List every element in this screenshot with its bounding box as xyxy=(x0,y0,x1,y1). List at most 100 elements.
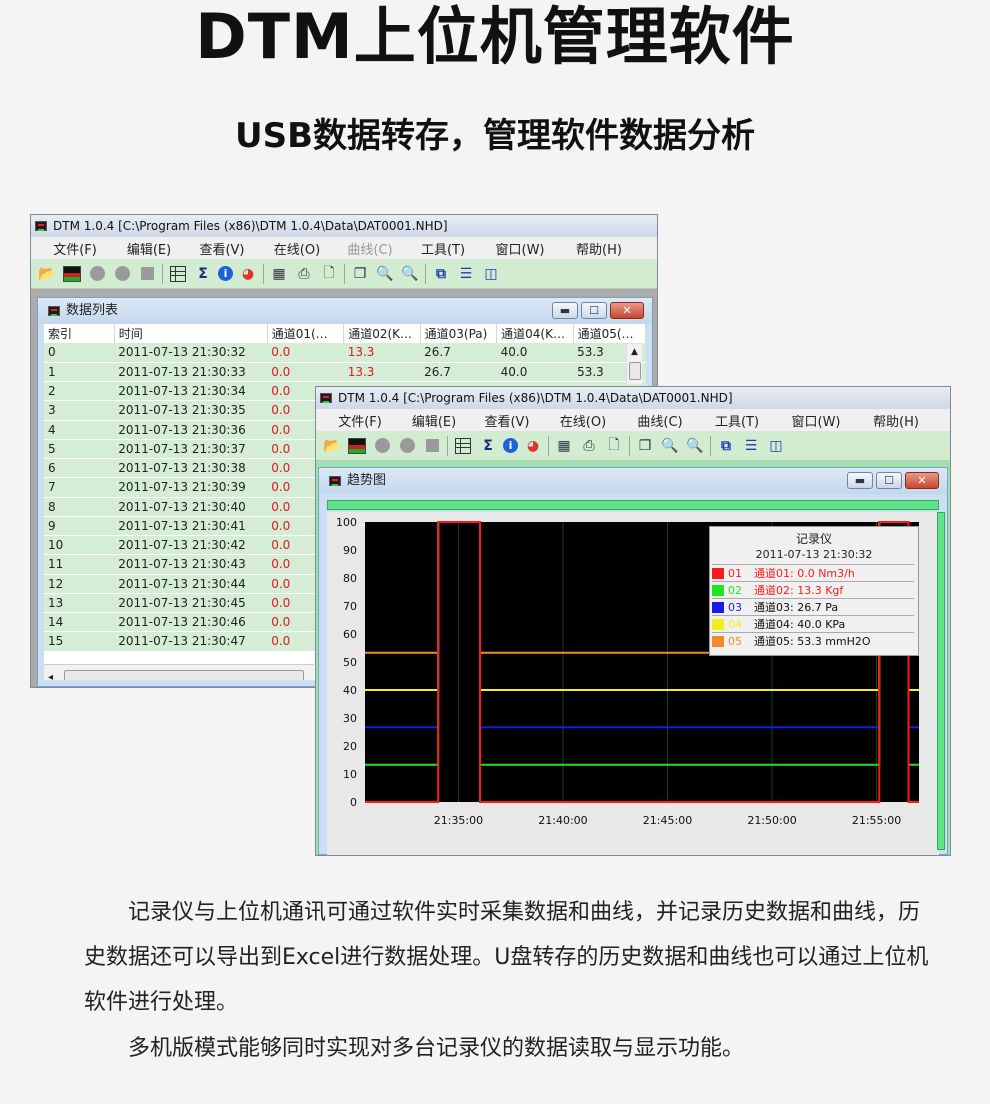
minimize-button[interactable]: ▬ xyxy=(552,302,578,319)
copy-icon[interactable]: ❐ xyxy=(353,265,367,282)
copy-icon[interactable]: ❐ xyxy=(638,437,652,454)
cell-time: 2011-07-13 21:30:32 xyxy=(114,343,268,363)
print-preview-icon[interactable]: 🗋 xyxy=(608,436,620,453)
cell-index: 13 xyxy=(44,593,115,614)
maximize-button[interactable]: ☐ xyxy=(581,302,607,319)
tile-horizontal-icon[interactable]: ☰ xyxy=(744,437,758,454)
print-preview-icon[interactable]: 🗋 xyxy=(323,264,335,281)
dtm-window-trend: DTM 1.0.4 [C:\Program Files (x86)\DTM 1.… xyxy=(315,386,951,856)
stop-icon[interactable] xyxy=(137,264,157,284)
legend-label: 通道03: 26.7 Pa xyxy=(754,601,839,614)
horizontal-scrollbar[interactable]: ◂ xyxy=(44,664,314,680)
palette-icon[interactable]: ◕ xyxy=(526,437,540,454)
menu-item[interactable]: 工具(T) xyxy=(714,414,760,430)
menu-item[interactable]: 窗口(W) xyxy=(791,414,841,430)
column-header[interactable]: 通道03(Pa) xyxy=(420,324,498,343)
open-folder-icon[interactable]: 📂 xyxy=(38,265,56,282)
column-header[interactable]: 通道05(… xyxy=(573,324,646,343)
print-icon[interactable]: ⎙ xyxy=(583,437,595,454)
column-header[interactable]: 通道02(K… xyxy=(343,324,421,343)
trend-chart-icon[interactable] xyxy=(62,264,82,284)
cascade-icon[interactable]: ⧉ xyxy=(721,437,731,454)
cell-index: 5 xyxy=(44,439,115,460)
tile-horizontal-icon[interactable]: ☰ xyxy=(459,265,473,282)
legend-code: 05 xyxy=(728,634,742,648)
menu-item[interactable]: 编辑(E) xyxy=(126,242,172,258)
pause-icon[interactable] xyxy=(112,264,132,284)
open-folder-icon[interactable]: 📂 xyxy=(323,437,341,454)
time-scroll-track[interactable] xyxy=(327,500,939,510)
column-header[interactable]: 时间 xyxy=(114,324,268,343)
menu-item[interactable]: 文件(F) xyxy=(53,242,97,258)
app-icon xyxy=(320,393,332,403)
vertical-scroll-track[interactable] xyxy=(937,512,945,850)
table-row[interactable]: 1 2011-07-13 21:30:33 0.0 13.3 26.7 40.0 53.3 xyxy=(44,362,646,383)
table-icon[interactable] xyxy=(168,264,188,284)
column-header[interactable]: 索引 xyxy=(44,324,115,343)
y-tick-label: 20 xyxy=(343,740,357,753)
x-tick-label: 21:45:00 xyxy=(643,814,692,827)
cell-index: 8 xyxy=(44,497,115,517)
cell-index: 1 xyxy=(44,362,115,383)
legend-label: 通道04: 40.0 KPa xyxy=(754,618,846,631)
menu-item[interactable]: 曲线(C) xyxy=(347,242,393,258)
child-titlebar[interactable]: 数据列表 ▬ ☐ ✕ xyxy=(38,298,652,324)
record-icon[interactable] xyxy=(87,264,107,284)
close-button[interactable]: ✕ xyxy=(905,472,939,489)
menu-item[interactable]: 帮助(H) xyxy=(873,414,919,430)
menu-item[interactable]: 查看(V) xyxy=(484,414,530,430)
minimize-button[interactable]: ▬ xyxy=(847,472,873,489)
maximize-button[interactable]: ☐ xyxy=(876,472,902,489)
zoom-reset-icon[interactable]: 🔍 xyxy=(686,437,704,454)
child-title: 数据列表 xyxy=(66,303,119,318)
sigma-icon[interactable]: Σ xyxy=(198,265,208,282)
child-titlebar[interactable]: 趋势图 ▬ ☐ ✕ xyxy=(319,468,947,494)
y-tick-label: 90 xyxy=(343,544,357,557)
close-button[interactable]: ✕ xyxy=(610,302,644,319)
zoom-icon[interactable]: 🔍 xyxy=(661,437,679,454)
chart-window-icon xyxy=(329,476,341,486)
window-titlebar[interactable]: DTM 1.0.4 [C:\Program Files (x86)\DTM 1.… xyxy=(31,215,657,237)
legend-swatch xyxy=(712,567,724,579)
menu-item[interactable]: 查看(V) xyxy=(199,242,245,258)
vertical-scrollbar[interactable]: ▲ xyxy=(626,344,642,384)
menu-item[interactable]: 窗口(W) xyxy=(495,242,545,258)
zoom-reset-icon[interactable]: 🔍 xyxy=(401,265,419,282)
menu-item[interactable]: 工具(T) xyxy=(420,242,466,258)
toolbar-separator xyxy=(162,263,163,284)
cascade-icon[interactable]: ⧉ xyxy=(436,265,446,282)
table-row[interactable]: 0 2011-07-13 21:30:32 0.0 13.3 26.7 40.0 53.3 xyxy=(44,343,646,363)
palette-icon[interactable]: ◕ xyxy=(241,265,255,282)
page-headline: DTM上位机管理软件 xyxy=(195,0,795,73)
menu-item[interactable]: 编辑(E) xyxy=(411,414,457,430)
pause-icon[interactable] xyxy=(397,436,417,456)
app-icon xyxy=(35,221,47,231)
window-title: DTM 1.0.4 [C:\Program Files (x86)\DTM 1.… xyxy=(338,391,733,405)
info-icon[interactable]: i xyxy=(218,266,233,281)
legend-code: 01 xyxy=(728,566,742,580)
record-icon[interactable] xyxy=(372,436,392,456)
tile-vertical-icon[interactable]: ◫ xyxy=(769,437,783,454)
column-header[interactable]: 通道04(K… xyxy=(496,324,574,343)
export-icon[interactable]: ▦ xyxy=(557,437,571,454)
x-tick-label: 21:35:00 xyxy=(434,814,483,827)
menu-item[interactable]: 文件(F) xyxy=(338,414,382,430)
table-icon[interactable] xyxy=(453,436,473,456)
cell-value: 40.0 xyxy=(496,343,574,363)
window-titlebar[interactable]: DTM 1.0.4 [C:\Program Files (x86)\DTM 1.… xyxy=(316,387,950,409)
sigma-icon[interactable]: Σ xyxy=(483,437,493,454)
zoom-icon[interactable]: 🔍 xyxy=(376,265,394,282)
menu-item[interactable]: 在线(O) xyxy=(273,242,321,258)
trend-chart-icon[interactable] xyxy=(347,436,367,456)
legend-title: 记录仪 xyxy=(795,532,832,546)
info-icon[interactable]: i xyxy=(503,438,518,453)
tile-vertical-icon[interactable]: ◫ xyxy=(484,265,498,282)
cell-value: 0.0 xyxy=(267,362,344,383)
stop-icon[interactable] xyxy=(422,436,442,456)
menu-item[interactable]: 帮助(H) xyxy=(576,242,622,258)
export-icon[interactable]: ▦ xyxy=(272,265,286,282)
menu-item[interactable]: 在线(O) xyxy=(559,414,607,430)
column-header[interactable]: 通道01(… xyxy=(267,324,345,343)
print-icon[interactable]: ⎙ xyxy=(298,265,310,282)
menu-item[interactable]: 曲线(C) xyxy=(637,414,683,430)
